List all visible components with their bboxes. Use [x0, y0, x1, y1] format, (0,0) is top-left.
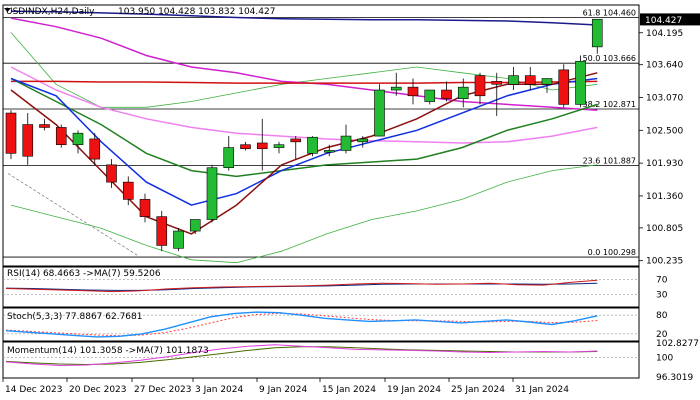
- rsi-title: RSI(14) 68.4663 ->MA(7) 59.5206: [7, 269, 161, 279]
- fib-label: 38.2 102.871: [583, 100, 636, 109]
- bull-candle: [189, 219, 201, 232]
- bull-candle: [591, 18, 603, 48]
- bear-candle: [5, 112, 17, 154]
- price-tick-label: 100.235: [646, 257, 683, 267]
- bear-candle: [156, 216, 168, 246]
- ma-pink-line: [10, 66, 598, 144]
- date-label: 25 Jan 2024: [451, 385, 505, 395]
- price-tick-label: 104.195: [646, 29, 683, 39]
- bull-candle: [307, 136, 318, 154]
- date-label: 27 Dec 2023: [134, 385, 192, 395]
- bear-candle: [106, 164, 117, 183]
- stoch-tick-label: 80: [656, 311, 668, 321]
- stoch-title: Stoch(5,3,3) 77.8867 62.7681: [7, 312, 142, 322]
- price-tick-label: 101.360: [646, 192, 683, 202]
- rsi-line: [5, 279, 598, 293]
- bull-candle: [374, 89, 385, 137]
- price-tick-label: 103.640: [646, 61, 683, 71]
- bear-candle: [474, 75, 486, 97]
- bull-candle: [575, 60, 586, 105]
- symbol-caption: USDINDX,H24,Daily: [6, 7, 95, 17]
- bear-candle: [491, 81, 503, 85]
- bull-candle: [323, 150, 335, 153]
- bear-candle: [441, 89, 452, 99]
- ma-navy-line: [10, 10, 598, 26]
- date-label: 9 Jan 2024: [259, 385, 307, 395]
- bear-candle: [240, 144, 251, 150]
- price-tick-label: 101.930: [646, 159, 683, 169]
- fib-label: 61.8 104.460: [583, 9, 636, 18]
- main-price-panel: 61.8 104.460 50.0 103.666 38.2 102.871 23.6…: [3, 9, 639, 264]
- axis-labels: 104.195 103.640 103.070 102.500 101.930 101.3…: [2, 13, 700, 395]
- bull-candle: [72, 132, 84, 146]
- rsi-panel-frame: [2, 266, 640, 308]
- bull-candle: [508, 75, 519, 85]
- bull-candle: [340, 135, 352, 151]
- symbol-arrow-icon: [4, 8, 11, 12]
- momentum-tick-label: 102.8277: [656, 339, 699, 349]
- price-tick-label: 103.070: [646, 94, 683, 104]
- bear-candle: [290, 138, 302, 143]
- ma-magenta-line: [10, 17, 598, 111]
- bull-candle: [424, 89, 436, 102]
- bear-candle: [256, 142, 268, 150]
- stoch-panel-frame: [2, 307, 640, 342]
- fib-label: 50.0 103.666: [583, 54, 636, 63]
- rsi-panel: 70 30: [3, 275, 668, 301]
- bear-candle: [89, 138, 101, 160]
- stoch-panel: 80 20: [3, 311, 668, 340]
- bull-candle: [357, 138, 369, 143]
- date-label: 3 Jan 2024: [195, 385, 243, 395]
- stoch-k-line: [5, 311, 598, 338]
- bear-candle: [22, 124, 34, 157]
- fib-label: 0.0 100.298: [588, 248, 636, 257]
- momentum-panel-frame: [2, 341, 640, 379]
- bear-candle: [524, 75, 536, 85]
- bull-candle: [541, 78, 553, 85]
- ohlc-readout: 103.950 104.428 103.832 104.427: [118, 7, 275, 17]
- date-label: 19 Jan 2024: [387, 385, 441, 395]
- bear-candle: [39, 124, 50, 128]
- momentum-line: [5, 344, 598, 367]
- bull-candle: [173, 230, 184, 249]
- current-price-label: 104.427: [645, 16, 682, 26]
- ma-green-line: [10, 77, 598, 178]
- date-label: 14 Dec 2023: [5, 385, 63, 395]
- price-tick-label: 100.805: [646, 224, 683, 234]
- bear-candle: [55, 127, 67, 146]
- ma-blue-line: [10, 77, 598, 206]
- bollinger-upper-line: [10, 32, 598, 108]
- rsi-tick-label: 70: [656, 275, 668, 285]
- bull-candle: [273, 144, 285, 148]
- momentum-tick-label: 100: [656, 354, 673, 364]
- momentum-panel: 102.8277 100 96.3019: [3, 339, 699, 383]
- bollinger-lower-line: [10, 164, 598, 264]
- fib-label: 23.6 101.887: [583, 157, 636, 166]
- stoch-d-line: [5, 312, 598, 337]
- date-label: 15 Jan 2024: [322, 385, 376, 395]
- momentum-title: Momentum(14) 101.3058 ->MA(7) 101.1873: [7, 346, 209, 356]
- bull-candle: [206, 167, 218, 220]
- current-price-box: [640, 13, 700, 26]
- bull-candle: [457, 86, 469, 99]
- rsi-tick-label: 30: [656, 291, 668, 301]
- bear-candle: [122, 181, 134, 200]
- price-tick-label: 102.500: [646, 126, 683, 136]
- bull-candle: [390, 86, 402, 91]
- date-label: 20 Dec 2023: [69, 385, 127, 395]
- date-label: 31 Jan 2024: [515, 385, 569, 395]
- stoch-tick-label: 20: [656, 330, 668, 340]
- fib-trendline: [7, 173, 141, 258]
- bear-candle: [407, 86, 419, 97]
- bull-candle: [223, 147, 235, 169]
- bear-candle: [558, 69, 570, 105]
- bear-candle: [139, 199, 151, 217]
- momentum-tick-label: 96.3019: [656, 373, 693, 383]
- main-panel-frame: [2, 4, 640, 267]
